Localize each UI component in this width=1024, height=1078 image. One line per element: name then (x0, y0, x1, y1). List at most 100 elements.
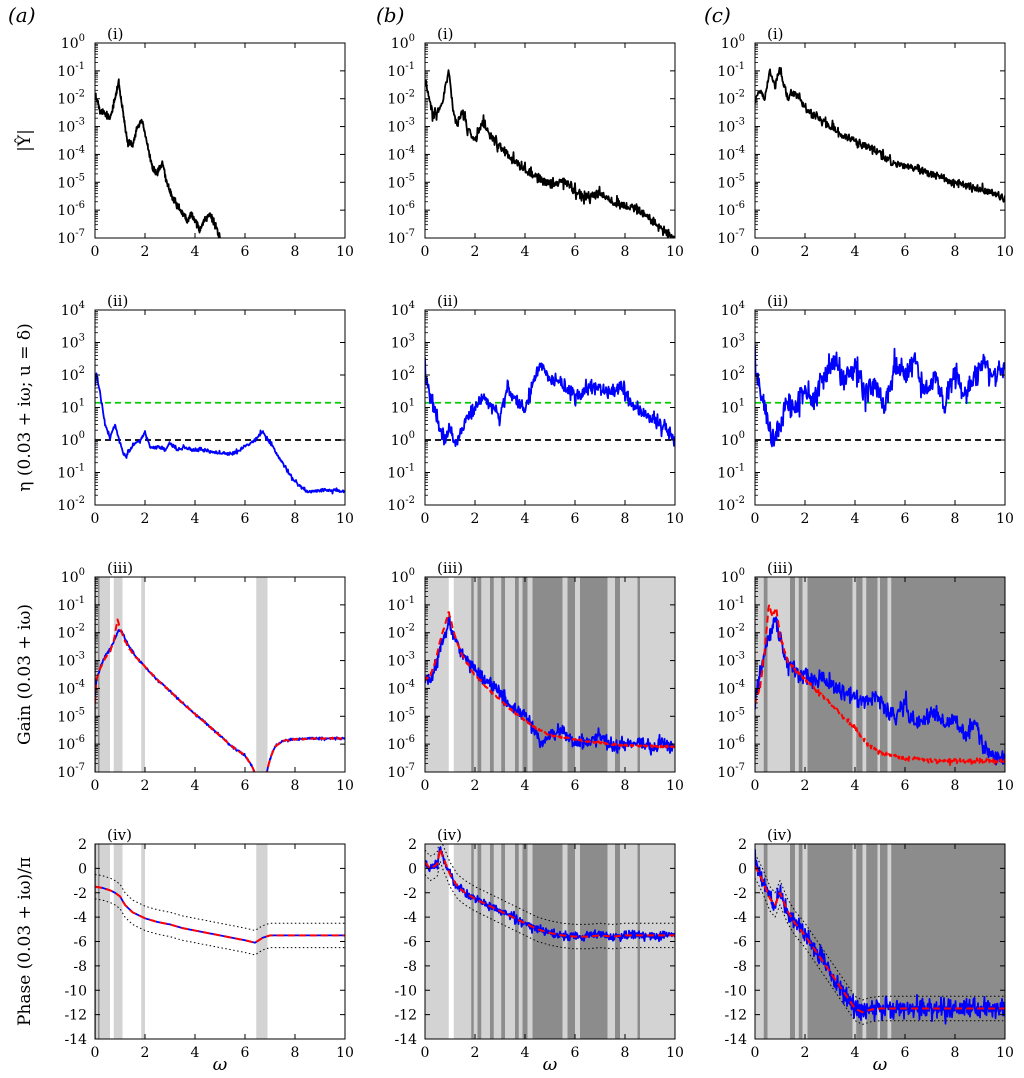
panel-c-iii-shade-band (877, 577, 880, 772)
panel-a-i-axes-frame (94, 42, 346, 239)
panel-b-iii-row-label: (iii) (437, 559, 463, 577)
panel-b-iv-series-dotted-line (425, 860, 675, 950)
panel-a-ii-ytick-base: 10 (57, 498, 75, 514)
panel-a-ii-ytick-label: 100 (61, 430, 85, 449)
panel-c-i-xtick-label: 10 (996, 244, 1014, 260)
panel-b-iv-shade-band (637, 844, 640, 1039)
panel-b-iii-ytick-label: 10-6 (387, 734, 415, 753)
panel-c-iv-ytick-label: -14 (724, 1032, 747, 1048)
panel-b-iii-shade-band (471, 577, 474, 772)
col-a-xlabel: ω (213, 1054, 228, 1075)
panel-b-iii-ytick-base: 10 (387, 709, 405, 725)
panel-b-iii-shade-band (515, 577, 519, 772)
panel-b-i-ytick-exponent: -5 (405, 172, 415, 183)
panel-a-iv-ytick-label: 2 (78, 837, 87, 853)
panel-c-ii-xtick-label: 8 (951, 511, 960, 527)
panel-a-iv-series-blue-line (95, 885, 345, 944)
panel-b-iv-xtick-label: 10 (666, 1045, 684, 1061)
panel-b-iii-ytick-exponent: -3 (405, 651, 415, 662)
panel-c-iii-shade-band (887, 577, 892, 772)
panel-c-ii-ytick-label: 104 (721, 300, 745, 319)
panel-b-iii-xtick-label: 4 (521, 778, 530, 794)
panel-b-iii-ytick-base: 10 (387, 598, 405, 614)
panel-a-iv-ytick-label: -2 (73, 886, 87, 902)
panel-b-iv-shade-band (501, 844, 505, 1039)
panel-b-i-ytick-exponent: -2 (405, 89, 415, 100)
panel-c-ii-ytick-label: 102 (721, 365, 745, 384)
panel-a-iv-shade-band (113, 844, 123, 1039)
panel-a-iii-ytick-base: 10 (61, 570, 79, 586)
panel-a-i-xtick-label: 10 (336, 244, 354, 260)
panel-b-iii-ytick-label: 10-3 (387, 651, 415, 670)
panel-a-i-ytick-base: 10 (61, 36, 79, 52)
panel-a-i-ytick-base: 10 (57, 147, 75, 163)
panel-b-ii-xtick-label: 8 (621, 511, 630, 527)
panel-c-iv-series-dotted-line (755, 877, 1005, 1025)
panel-a-iii-ytick-label: 10-1 (57, 595, 85, 614)
panel-c-iii-ytick-exponent: -3 (735, 651, 745, 662)
panel-a-iii-axes-frame (94, 576, 346, 773)
panel-a-iii-shade-band (96, 577, 98, 772)
panel-a-iv-ytick-label: -8 (73, 959, 87, 975)
panel-c-i-xtick-label: 4 (851, 244, 860, 260)
panel-c-ii-ytick-label: 10-1 (717, 463, 745, 482)
panel-b-iv-ytick-label: -12 (394, 1008, 417, 1024)
panel-a-ii-ytick-label: 10-2 (57, 495, 85, 514)
panel-b-iii-shade-band (567, 577, 575, 772)
panel-b-iv-ytick-label: -10 (394, 983, 417, 999)
panel-a-iv-series-dotted-line (95, 874, 345, 931)
panel-c-iv-shade-band (802, 844, 808, 1039)
panel-b-iv-ytick-label: 0 (408, 861, 417, 877)
panel-b-iv-shade-band (615, 844, 620, 1039)
panel-c-i-ytick-label: 10-2 (717, 89, 745, 108)
panel-c-iii-ytick-base: 10 (717, 654, 735, 670)
panel-c-iii-ytick-base: 10 (717, 765, 735, 781)
panel-a-i-xtick-label: 2 (141, 244, 150, 260)
panel-a-iv-row-label: (iv) (107, 826, 132, 844)
panel-c-iii-shade-band (767, 577, 790, 772)
panel-c-iv-xtick-label: 10 (996, 1045, 1014, 1061)
panel-c-iii-shade-band (862, 577, 867, 772)
panel-b-i-ytick-base: 10 (387, 231, 405, 247)
panel-b-iii-ytick-label: 10-4 (387, 678, 415, 697)
panel-b-iii-ytick-base: 10 (387, 681, 405, 697)
panel-b-iv-xtick-label: 6 (571, 1045, 580, 1061)
panel-c-iv-ytick-label: -2 (733, 886, 747, 902)
panel-c-ii-ytick-exponent: 3 (739, 333, 745, 344)
panel-c-iii-ytick-exponent: -5 (735, 706, 745, 717)
panel-c-ii-ytick-base: 10 (721, 368, 739, 384)
panel-a-iii-shade-band (141, 577, 145, 772)
panel-a-ii-ytick-label: 103 (61, 333, 85, 352)
panel-a-iii-ytick-label: 10-5 (57, 706, 85, 725)
panel-b-ii-ytick-base: 10 (391, 303, 409, 319)
panel-b-iii-ytick-label: 10-7 (387, 762, 415, 781)
panel-a-i-ytick-label: 10-6 (57, 200, 85, 219)
panel-b-ii-ytick-exponent: 4 (409, 300, 415, 311)
panel-c-iii-series-red-line (755, 604, 1005, 766)
panel-c-iv-shade-band (862, 844, 867, 1039)
panel-c-i-xtick-label: 0 (751, 244, 760, 260)
panel-b-iv-shade-band (580, 844, 608, 1039)
row-i-ylabel: |Ŷ| (14, 129, 35, 152)
panel-b-iii-ytick-exponent: 0 (409, 567, 415, 578)
panel-a-i-ytick-exponent: -1 (75, 61, 85, 72)
panel-a-ii-ytick-label: 104 (61, 300, 85, 319)
panel-c-iv-row-label: (iv) (767, 826, 792, 844)
panel-a-iii-ytick-base: 10 (57, 765, 75, 781)
panel-b-i-ytick-label: 10-6 (387, 200, 415, 219)
panel-a-ii-axes-frame (94, 309, 346, 506)
panel-b-iv-xtick-label: 0 (421, 1045, 430, 1061)
panel-a-iv-xtick-label: 6 (241, 1045, 250, 1061)
panel-a-iv-ytick-label: -14 (64, 1032, 87, 1048)
panel-c-iii-xtick-label: 2 (801, 778, 810, 794)
panel-b-iii-ytick-base: 10 (391, 570, 409, 586)
panel-b-iii-shade-band (637, 577, 640, 772)
panel-b-iii-ytick-exponent: -4 (405, 678, 415, 689)
panel-c-iii-row-label: (iii) (767, 559, 793, 577)
row-iii-ylabel: Gain (0.03 + iω) (15, 604, 35, 745)
